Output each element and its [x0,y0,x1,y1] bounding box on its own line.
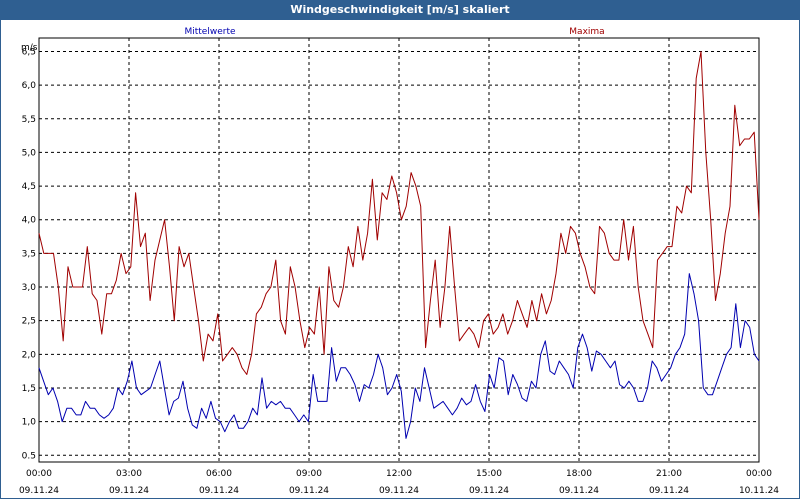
y-axis-unit-label: m/s [21,43,38,53]
window-title: Windgeschwindigkeit [m/s] skaliert [0,0,800,20]
y-tick-label: 6,0 [22,81,37,91]
x-tick-date: 09.11.24 [649,486,689,496]
y-tick-label: 1,5 [22,384,36,394]
y-tick-label: 4,0 [22,216,37,226]
x-tick-date: 09.11.24 [289,486,329,496]
x-tick-time: 21:00 [656,469,682,479]
y-axis: 0.5 1,0 1,5 2,0 2,5 3,0 3,5 4,0 4,5 5,0 5,5 6,0 6,5 [22,47,37,461]
x-tick-date: 09.11.24 [19,486,59,496]
x-tick-time: 00:00 [26,469,52,479]
series-group [38,51,760,439]
y-tick-label: 4,5 [22,182,36,192]
y-tick-label: 1,0 [22,418,37,428]
grid [39,38,759,462]
y-tick-label: 5,5 [22,115,36,125]
x-tick-date: 09.11.24 [559,486,599,496]
x-tick-date: 09.11.24 [109,486,149,496]
plot-area-border [38,37,760,463]
x-tick-time: 18:00 [566,469,592,479]
x-tick-time: 15:00 [476,469,502,479]
x-tick-time: 12:00 [386,469,412,479]
x-tick-time: 03:00 [116,469,142,479]
y-tick-label: 3,0 [22,283,37,293]
x-tick-date: 09.11.24 [379,486,419,496]
y-tick-label: 2,0 [22,350,37,360]
x-tick-time: 06:00 [206,469,232,479]
x-tick-time: 00:00 [746,469,772,479]
x-axis: 00:00 09.11.24 03:00 09.11.24 06:00 09.11.24 0… [19,469,779,496]
y-tick-label: 2,5 [22,317,36,327]
legend-maxima: Maxima [569,27,604,37]
x-tick-date: 09.11.24 [469,486,509,496]
x-tick-date: 09.11.24 [199,486,239,496]
y-tick-label: 0.5 [22,451,36,461]
y-tick-label: 6,5 [22,47,36,57]
legend-mittelwerte: Mittelwerte [184,27,235,37]
y-tick-label: 3,5 [22,249,36,259]
x-tick-date: 10.11.24 [739,486,779,496]
y-tick-label: 5,0 [22,148,37,158]
series-line-maxima [38,51,760,375]
series-line-mittelwerte [38,273,760,439]
x-tick-time: 09:00 [296,469,322,479]
